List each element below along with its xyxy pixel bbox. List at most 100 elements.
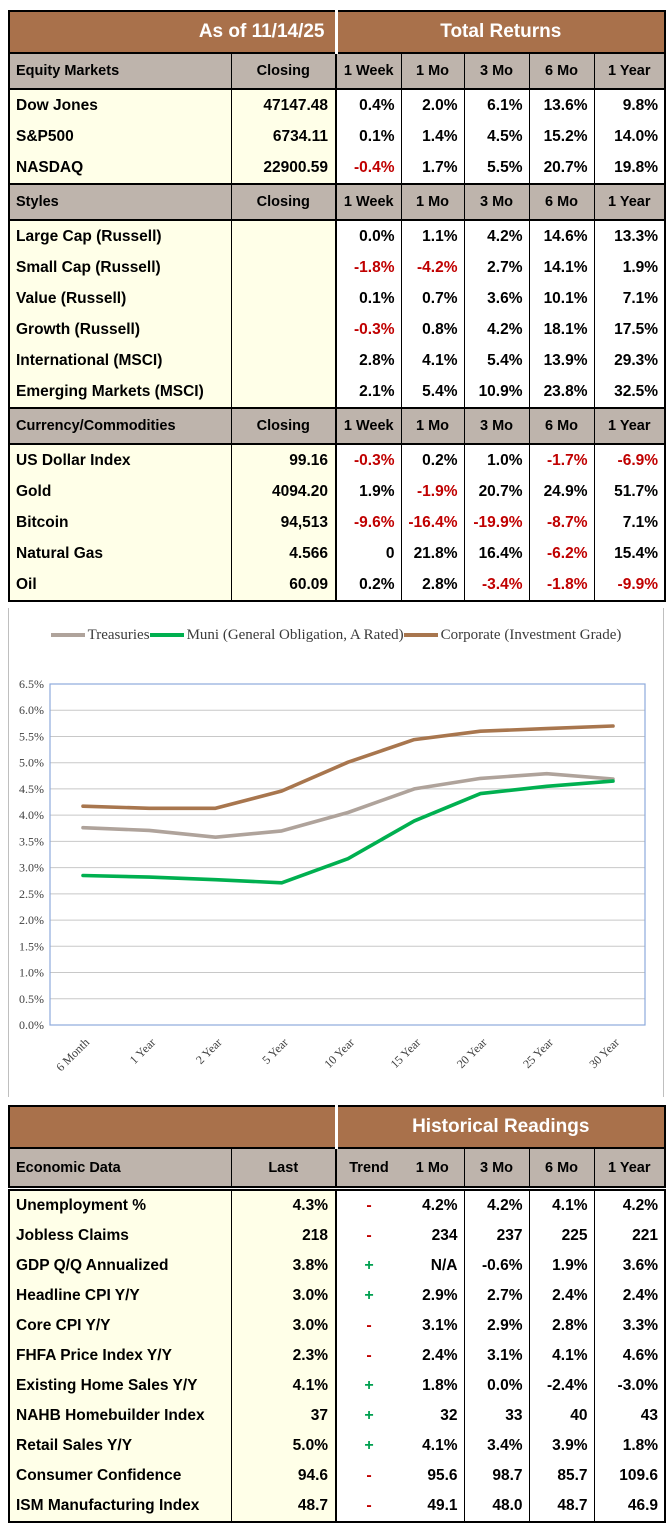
return-value: 19.8% <box>614 158 659 176</box>
row-label: Small Cap (Russell) <box>9 252 232 283</box>
column-header: Economic Data <box>9 1147 232 1191</box>
return-value: 18.1% <box>529 314 595 345</box>
trend-indicator: + <box>364 1257 374 1274</box>
row-label: ISM Manufacturing Index <box>9 1491 232 1522</box>
reading-value: 43 <box>640 1407 659 1424</box>
reading-value: 237 <box>464 1221 530 1251</box>
reading-value: 95.6 <box>401 1461 465 1491</box>
return-value: 4.2% <box>464 314 530 345</box>
period-column-header: 3 Mo <box>464 52 530 90</box>
row-label: Consumer Confidence <box>9 1461 232 1491</box>
closing-value: 60.09 <box>231 569 338 601</box>
table-title-row: Historical Readings <box>9 1106 666 1148</box>
row-label: Oil <box>9 569 232 601</box>
return-value: -9.9% <box>617 575 659 593</box>
x-axis-tick-label: 25 Year <box>520 1035 556 1071</box>
period-column-header: 1 Week <box>336 52 402 90</box>
period-column-header: 3 Mo <box>464 407 530 445</box>
column-header-row: Economic Data Last Trend 1 Mo 3 Mo 6 Mo 1 Year <box>9 1147 666 1191</box>
reading-value: 3.1% <box>401 1311 465 1341</box>
return-value: -0.4% <box>336 152 402 184</box>
y-axis-tick-label: 0.0% <box>19 1018 44 1032</box>
table-row: Oil 60.09 0.2% 2.8% -3.4% -1.8% -9.9% <box>9 569 665 601</box>
x-axis-tick-label: 20 Year <box>454 1035 490 1071</box>
table-row: ISM Manufacturing Index 48.7-49.1 48.0 48.7… <box>9 1491 665 1522</box>
return-value: 13.6% <box>529 89 595 121</box>
y-axis-tick-label: 1.5% <box>19 939 44 953</box>
y-axis-tick-label: 4.0% <box>19 808 44 822</box>
return-value: 2.0% <box>401 89 465 121</box>
reading-value: 4.2% <box>401 1188 465 1221</box>
row-label: Emerging Markets (MSCI) <box>9 376 232 408</box>
last-value: 3.0% <box>231 1311 337 1341</box>
trend-indicator: + <box>364 1377 374 1394</box>
y-axis-tick-label: 3.0% <box>19 861 44 875</box>
return-value: 1.9% <box>336 476 402 507</box>
row-label: Bitcoin <box>9 507 232 538</box>
series-line <box>81 724 615 811</box>
return-value: 9.8% <box>622 96 659 114</box>
table-row: Consumer Confidence 94.6 - 95.6 98.7 85.7 109.… <box>9 1461 665 1491</box>
reading-value: -3.0% <box>617 1377 659 1394</box>
last-value: 3.0% <box>231 1281 337 1311</box>
y-axis-tick-label: 4.5% <box>19 782 44 796</box>
reading-value: 4.1% <box>529 1341 595 1371</box>
return-value: 5.5% <box>464 152 530 184</box>
return-value: 2.8% <box>336 345 402 376</box>
y-axis-tick-label: 6.0% <box>19 703 44 717</box>
period-column-header: 1 Mo <box>401 407 465 445</box>
last-value: 218 <box>231 1221 337 1251</box>
legend-swatch <box>149 633 184 637</box>
period-column-header: 1 Week <box>336 183 402 221</box>
row-label: Natural Gas <box>9 538 232 569</box>
legend-label: Muni (General Obligation, A Rated) <box>186 626 404 643</box>
x-axis-tick-label: 5 Year <box>259 1035 291 1067</box>
reading-value: 3.4% <box>464 1431 530 1461</box>
legend-label: Corporate (Investment Grade) <box>440 626 622 643</box>
reading-value: 2.9% <box>401 1281 465 1311</box>
closing-column-header: Closing <box>231 407 338 445</box>
trend-indicator: + <box>364 1437 374 1454</box>
trend-indicator: - <box>366 1347 372 1364</box>
yield-curve-chart: Treasuries Muni (General Obligation, A Ra… <box>8 608 664 1097</box>
return-value: 14.1% <box>529 252 595 283</box>
closing-value <box>231 252 338 283</box>
table-row: Headline CPI Y/Y 3.0% +2.9% 2.7% 2.4% 2.4% <box>9 1281 665 1311</box>
return-value: 29.3% <box>614 351 659 369</box>
table-row: Large Cap (Russell) 0.0% 1.1% 4.2% 14.6% 13.3… <box>9 220 665 252</box>
return-value: 4.5% <box>464 121 530 152</box>
table-row: Value (Russell) 0.1% 0.7% 3.6% 10.1% 7.1% <box>9 283 665 314</box>
section-label: Equity Markets <box>9 52 232 90</box>
reading-value: -2.4% <box>529 1371 595 1401</box>
column-header: 1 Year <box>594 1147 666 1191</box>
table-row: Natural Gas 4.566 0 21.8% 16.4% -6.2% 15.4% <box>9 538 665 569</box>
reading-value: 1.9% <box>529 1251 595 1281</box>
return-value: -6.9% <box>617 451 659 469</box>
return-value: 0.8% <box>401 314 465 345</box>
y-axis-tick-label: 0.5% <box>19 992 44 1006</box>
reading-value: 4.1% <box>529 1188 595 1221</box>
row-label: Core CPI Y/Y <box>9 1311 232 1341</box>
y-axis-tick-label: 2.5% <box>19 887 44 901</box>
table-row: NAHB Homebuilder Index 37 +32 33 40 43 <box>9 1401 665 1431</box>
y-axis-tick-label: 2.0% <box>19 913 44 927</box>
closing-value <box>231 283 338 314</box>
reading-value: 221 <box>632 1227 659 1244</box>
column-header: Last <box>231 1147 337 1191</box>
return-value: 16.4% <box>464 538 530 569</box>
return-value: 51.7% <box>614 482 659 500</box>
table-row: International (MSCI) 2.8% 4.1% 5.4% 13.9% 29.… <box>9 345 665 376</box>
period-column-header: 1 Mo <box>401 183 465 221</box>
closing-value: 22900.59 <box>231 152 338 184</box>
row-label: S&P500 <box>9 121 232 152</box>
reading-value: 4.1% <box>401 1431 465 1461</box>
return-value: 6.1% <box>464 89 530 121</box>
legend-label: Treasuries <box>87 626 150 643</box>
reading-value: 4.2% <box>464 1188 530 1221</box>
row-label: Unemployment % <box>9 1188 232 1221</box>
table-row: Gold 4094.20 1.9% -1.9% 20.7% 24.9% 51.7% <box>9 476 665 507</box>
reading-value: -0.6% <box>464 1251 530 1281</box>
reading-value: 98.7 <box>464 1461 530 1491</box>
reading-value: 3.1% <box>464 1341 530 1371</box>
reading-value: 2.4% <box>401 1341 465 1371</box>
